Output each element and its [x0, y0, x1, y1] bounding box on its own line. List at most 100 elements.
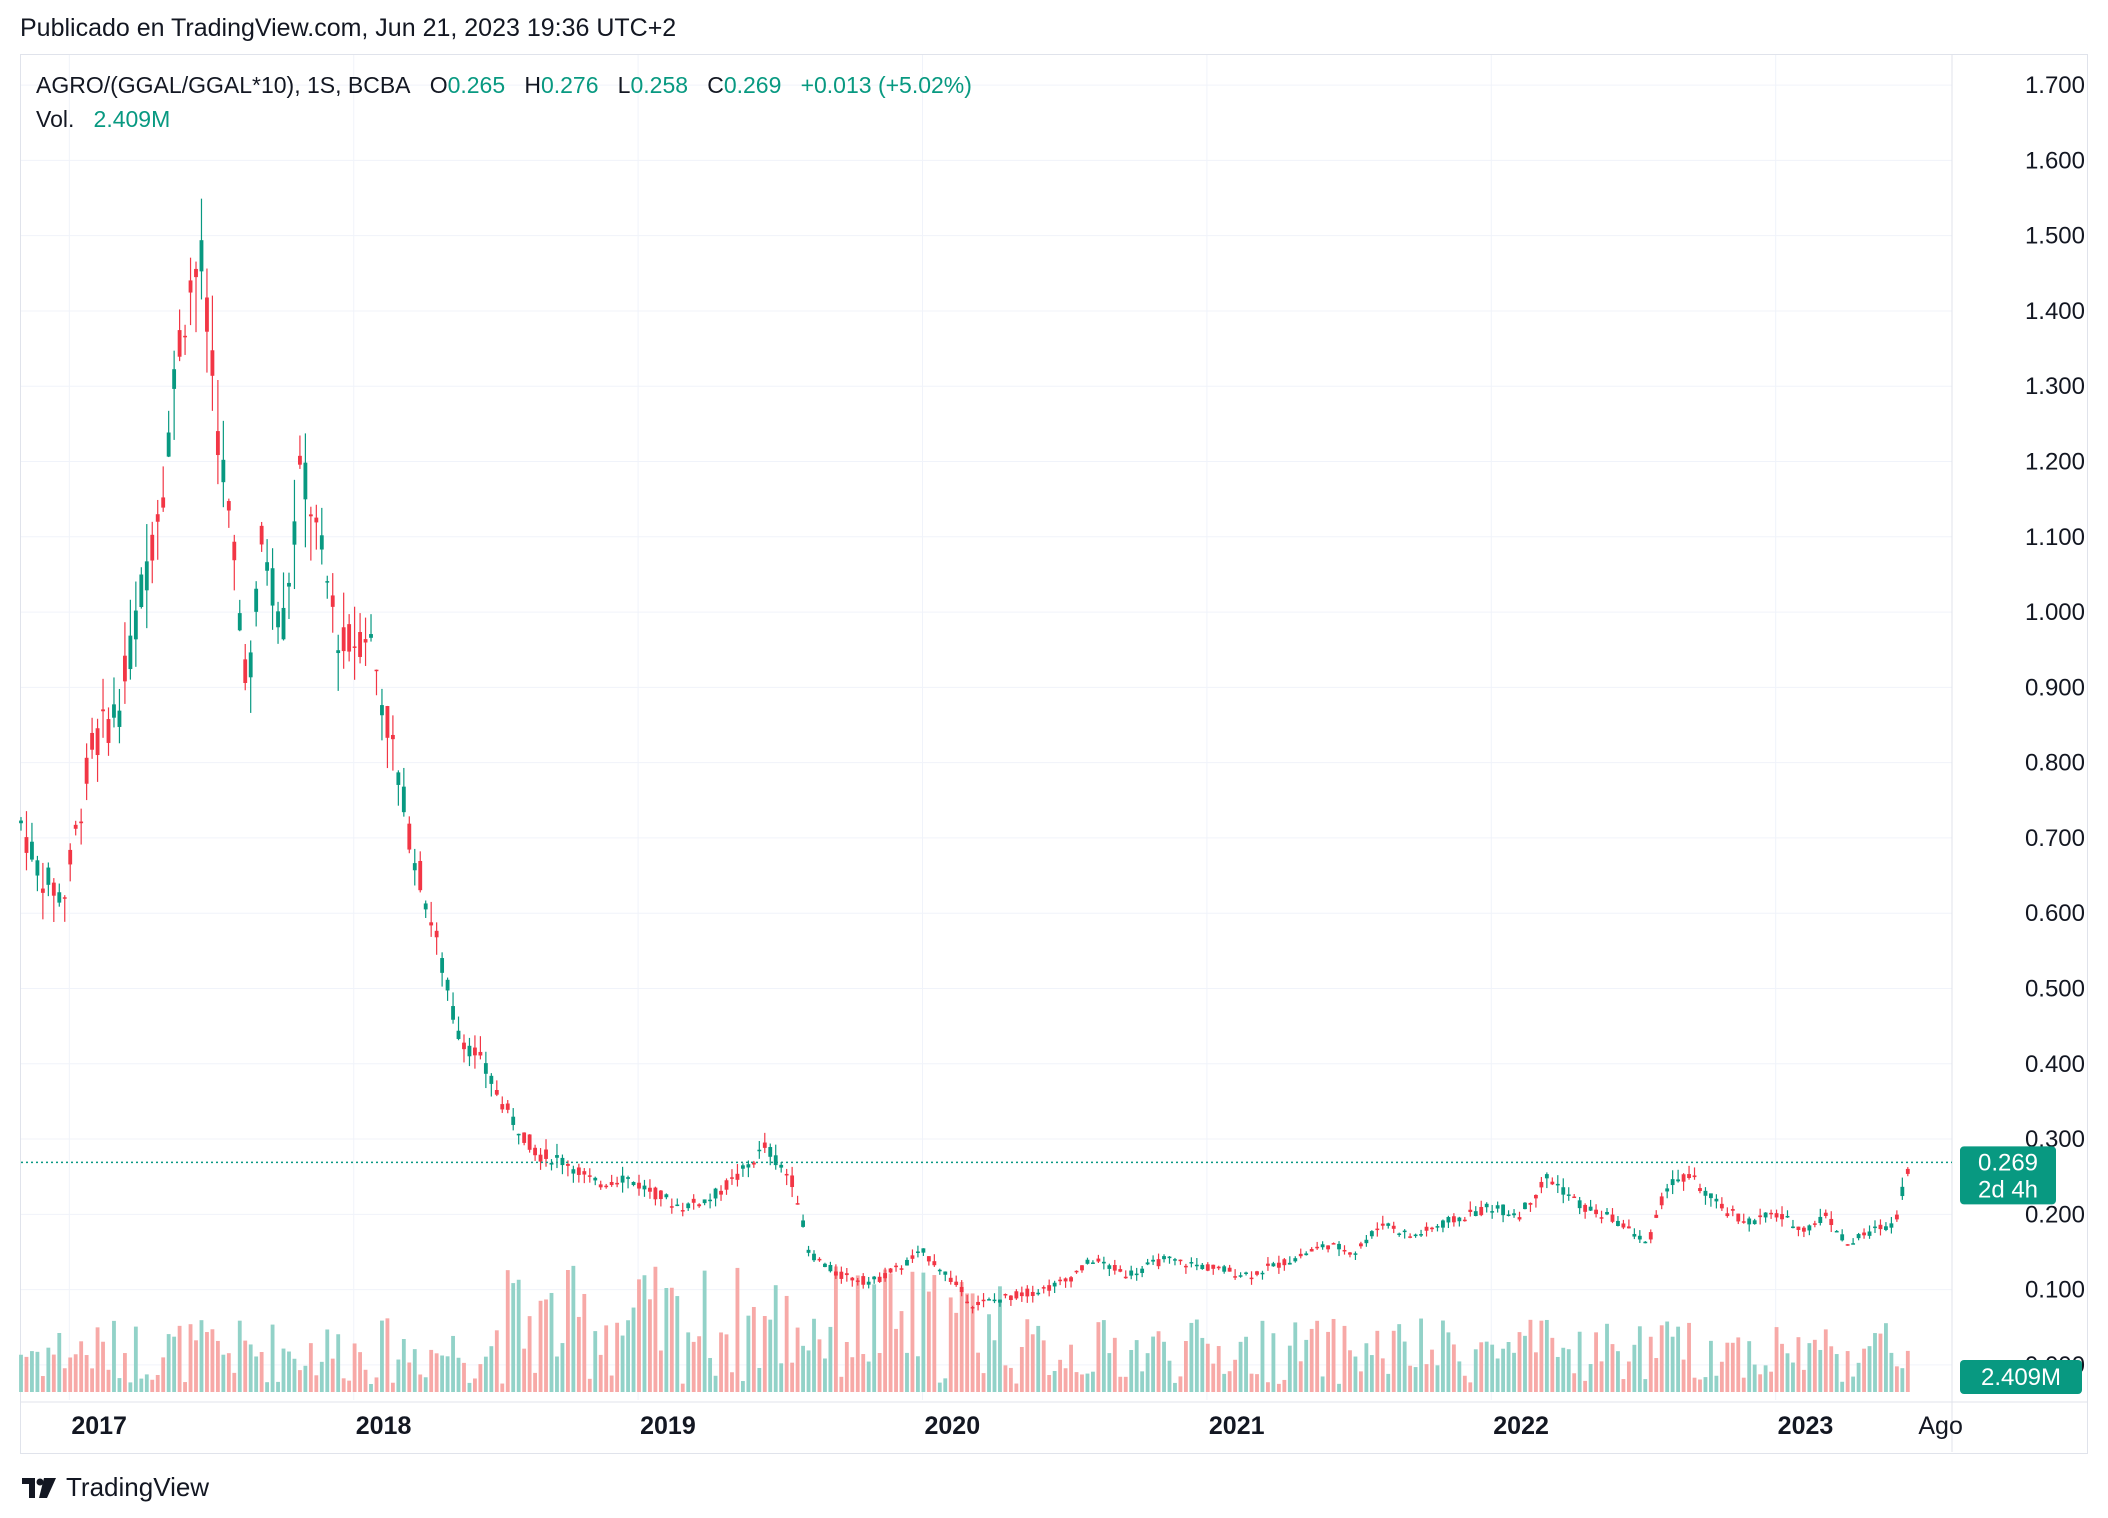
volume-bar — [1309, 1328, 1314, 1392]
candle-body — [1610, 1214, 1615, 1222]
legend-open-label: O — [429, 72, 448, 98]
candle-body — [1681, 1174, 1686, 1182]
candle-body — [850, 1277, 855, 1281]
candle-body — [910, 1255, 915, 1259]
candle-body — [68, 849, 73, 865]
candle-body — [1801, 1227, 1806, 1232]
volume-bar — [1156, 1331, 1161, 1392]
volume-bar — [1763, 1365, 1768, 1392]
candle-body — [314, 517, 319, 523]
candle-body — [538, 1154, 543, 1162]
candle-body — [1900, 1186, 1905, 1197]
candle-body — [708, 1199, 713, 1202]
candle-body — [844, 1273, 849, 1276]
footer-brand-text: TradingView — [66, 1472, 210, 1502]
volume-bar — [1714, 1375, 1719, 1392]
candle-body — [259, 525, 264, 545]
candle-body — [133, 610, 138, 640]
candle-body — [1353, 1253, 1358, 1255]
volume-bar — [1413, 1367, 1418, 1392]
candle-body — [396, 772, 401, 785]
candle-body — [1129, 1270, 1134, 1276]
volume-bar — [1238, 1341, 1243, 1392]
volume-bar — [932, 1275, 937, 1392]
volume-bar — [188, 1324, 193, 1392]
candle-body — [19, 820, 23, 824]
volume-bar — [1468, 1382, 1473, 1392]
candle-body — [1003, 1293, 1008, 1296]
candle-body — [1845, 1244, 1850, 1246]
candle-body — [861, 1276, 866, 1285]
volume-bar — [341, 1378, 346, 1392]
volume-bar — [1725, 1342, 1730, 1392]
candle-body — [385, 706, 390, 738]
candle-body — [205, 297, 209, 332]
volume-bar — [1441, 1320, 1445, 1392]
candle-body — [1315, 1246, 1320, 1249]
candle-body — [347, 624, 352, 652]
candle-body — [1249, 1277, 1254, 1280]
y-tick-label: 1.200 — [2025, 449, 2085, 476]
candle-body — [998, 1299, 1002, 1303]
volume-bar — [1610, 1344, 1615, 1392]
volume-bar — [1222, 1373, 1227, 1392]
volume-bar — [358, 1352, 362, 1392]
candle-body — [604, 1185, 609, 1188]
volume-bar — [1227, 1371, 1232, 1392]
candle-body — [1063, 1278, 1068, 1282]
candle-body — [101, 709, 105, 712]
volume-bar — [1260, 1320, 1265, 1392]
volume-bar — [1446, 1332, 1451, 1392]
volume-bar — [1588, 1364, 1593, 1392]
candle-body — [1572, 1196, 1577, 1199]
volume-bar — [1194, 1319, 1199, 1392]
candle-body — [407, 823, 412, 850]
candle-body — [926, 1256, 931, 1262]
legend-volume-label: Vol. — [36, 106, 75, 132]
volume-bar — [1041, 1340, 1046, 1392]
volume-bar — [1342, 1325, 1347, 1392]
volume-bar — [259, 1352, 264, 1392]
candle-body — [1528, 1202, 1533, 1205]
candle-body — [1818, 1216, 1823, 1224]
volume-bar — [1451, 1344, 1456, 1392]
candle-body — [648, 1187, 652, 1192]
x-tick-label: 2017 — [71, 1412, 127, 1440]
candle-body — [106, 719, 111, 743]
candle-body — [1441, 1220, 1445, 1228]
candle-body — [1588, 1206, 1593, 1211]
volume-bar — [1331, 1318, 1336, 1392]
candle-body — [823, 1263, 827, 1268]
candle-body — [1490, 1211, 1495, 1213]
candle-body — [801, 1220, 805, 1227]
candle-body — [1342, 1249, 1347, 1252]
candle-body — [505, 1103, 510, 1110]
volume-bar — [390, 1382, 395, 1392]
chart-frame[interactable] — [20, 54, 2088, 1454]
volume-bar — [270, 1324, 275, 1392]
volume-bar — [1255, 1374, 1259, 1392]
volume-bar — [363, 1369, 368, 1392]
candle-body — [905, 1259, 909, 1266]
volume-bar — [1741, 1377, 1746, 1392]
volume-bar — [303, 1365, 308, 1392]
candle-body — [1823, 1212, 1828, 1216]
volume-bar — [1178, 1376, 1183, 1392]
volume-bar — [1030, 1334, 1035, 1392]
volume-bar — [276, 1381, 280, 1392]
volume-bar — [90, 1368, 95, 1392]
candle-body — [1337, 1243, 1341, 1250]
volume-bar — [877, 1353, 882, 1392]
volume-bar — [1200, 1337, 1205, 1392]
volume-bar — [538, 1300, 543, 1392]
volume-bar — [888, 1273, 893, 1392]
volume-bar — [101, 1341, 105, 1392]
volume-bar — [691, 1341, 696, 1392]
y-tick-label: 1.300 — [2025, 373, 2085, 400]
volume-bar — [943, 1378, 948, 1392]
footer-brand[interactable]: TradingView — [22, 1472, 209, 1503]
volume-bar — [768, 1319, 773, 1392]
volume-bar — [1326, 1331, 1331, 1392]
candle-body — [1544, 1174, 1549, 1179]
